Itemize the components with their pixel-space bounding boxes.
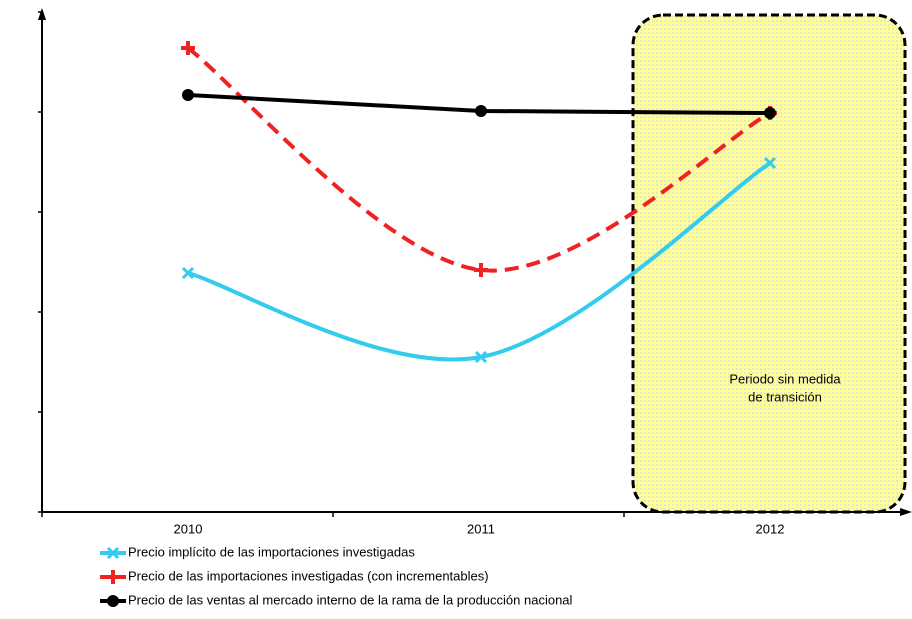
data-point [764, 107, 776, 119]
legend-label: Precio implícito de las importaciones in… [128, 544, 415, 559]
x-tick-label: 2011 [467, 521, 495, 536]
data-point [182, 89, 194, 101]
annotation: de transición [748, 389, 822, 404]
legend-marker [106, 570, 120, 584]
data-point [763, 156, 777, 170]
y-axis-arrow [38, 8, 46, 20]
legend-label: Precio de las importaciones investigadas… [128, 568, 489, 583]
x-axis-arrow [900, 508, 912, 516]
legend-marker [107, 595, 119, 607]
data-point [474, 263, 488, 277]
series-line [186, 46, 771, 273]
x-tick-label: 2012 [756, 521, 785, 536]
data-point [181, 41, 195, 55]
legend-label: Precio de las ventas al mercado interno … [128, 592, 573, 607]
legend-marker [106, 546, 120, 560]
x-tick-label: 2010 [174, 521, 203, 536]
annotation-box [631, 13, 907, 514]
data-point [474, 350, 488, 364]
data-point [181, 266, 195, 280]
data-point [475, 105, 487, 117]
annotation: Periodo sin medida [729, 371, 841, 386]
